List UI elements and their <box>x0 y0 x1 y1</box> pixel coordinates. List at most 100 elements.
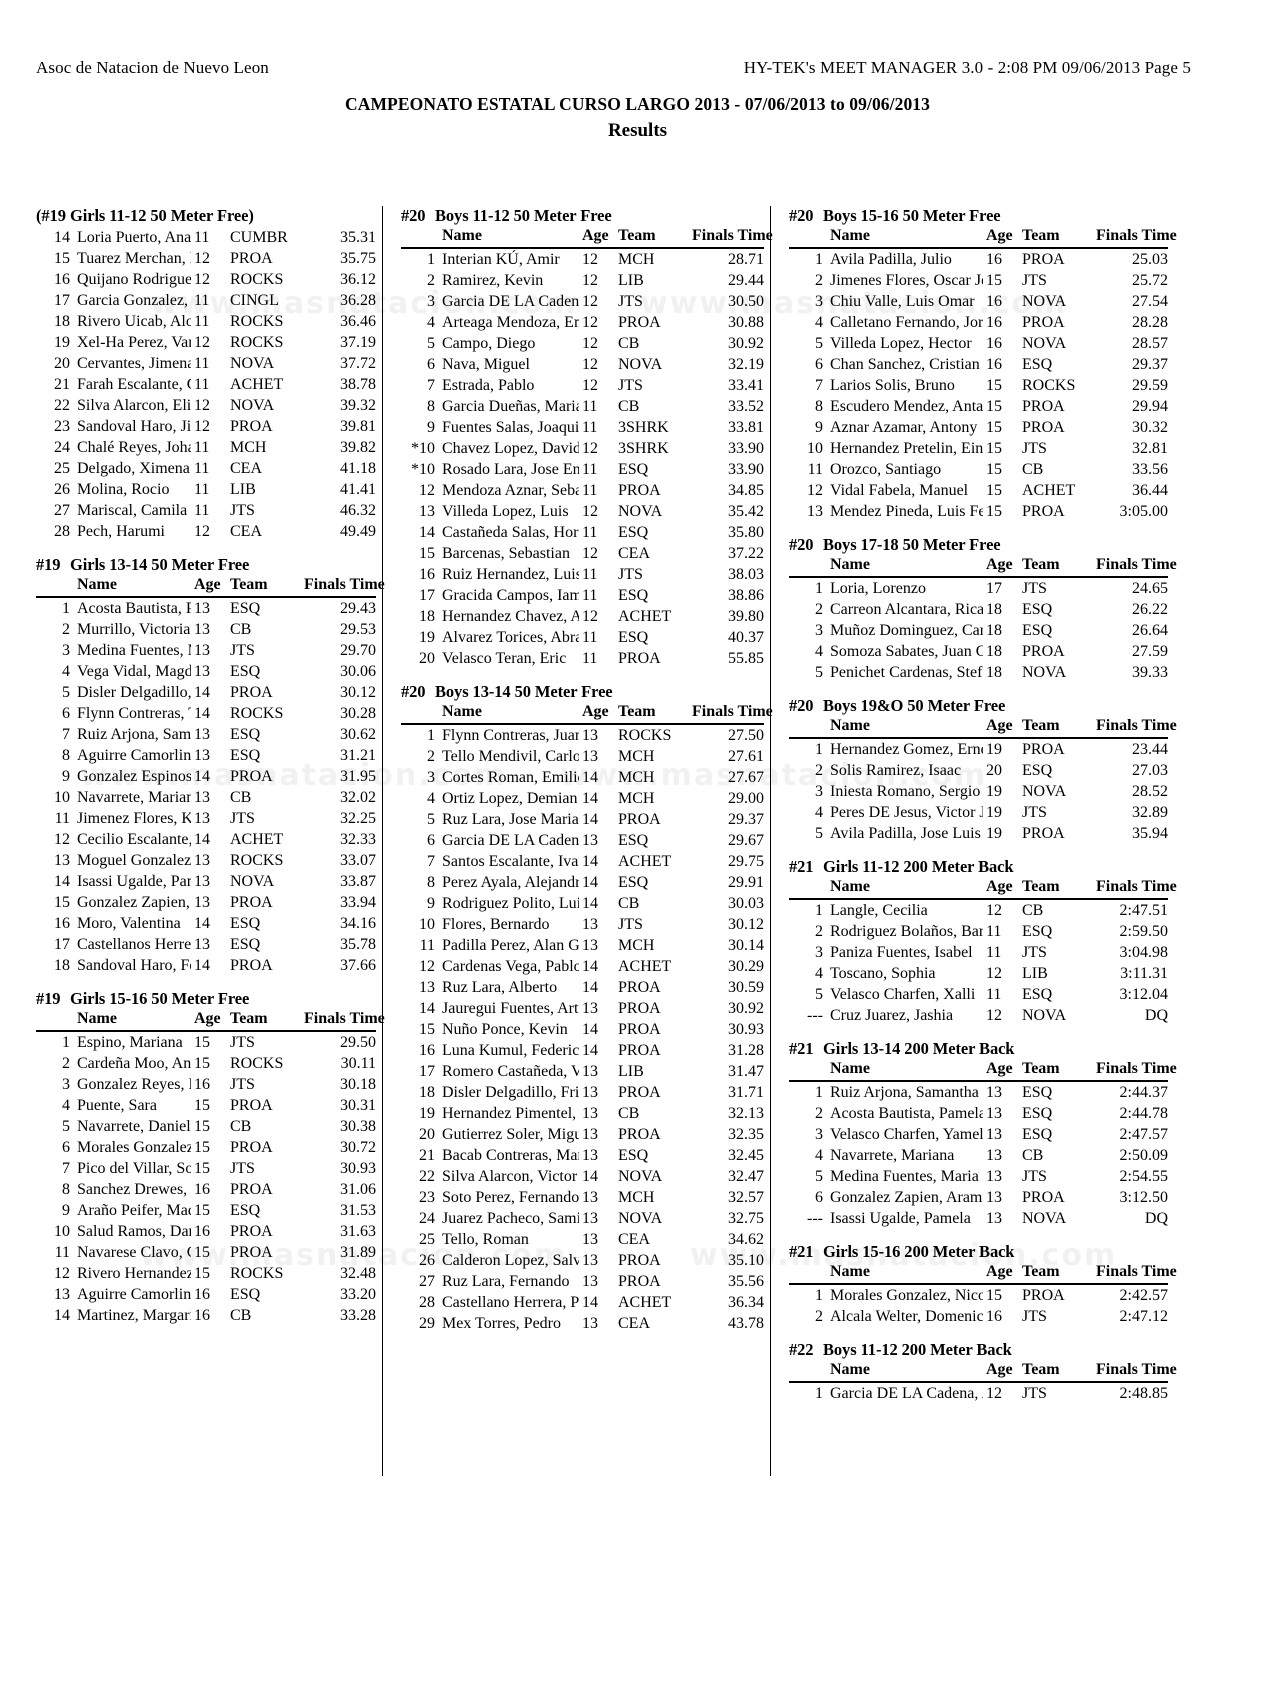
cell-time: 2:47.51 <box>1119 901 1168 919</box>
cell-place: 29 <box>419 1314 435 1332</box>
cell-team: PROA <box>230 417 273 435</box>
cell-time: 30.32 <box>1132 418 1168 436</box>
table-header-row: Name Age Team Finals Time <box>36 576 385 598</box>
table-row: 11 Padilla Perez, Alan Gerar13 MCH 30.14 <box>401 935 764 956</box>
cell-time: 46.32 <box>340 501 376 519</box>
column-header-place <box>789 878 830 900</box>
cell-age: 12 <box>194 396 210 414</box>
cell-age: 16 <box>986 334 1002 352</box>
table-row: 12 Cardenas Vega, Pablo 14 ACHET 30.29 <box>401 956 764 977</box>
cell-name: Martinez, Margarita <box>77 1306 191 1324</box>
results-table: Name Age Team Finals Time 1 Espino, Mariana 15… <box>36 1010 385 1326</box>
cell-team: MCH <box>230 438 267 456</box>
cell-place: 4 <box>815 1146 823 1164</box>
cell-age: 13 <box>194 641 210 659</box>
cell-place: 4 <box>815 803 823 821</box>
cell-team: PROA <box>1022 824 1065 842</box>
cell-team: ROCKS <box>1022 376 1076 394</box>
cell-age: 13 <box>582 1314 598 1332</box>
results-table: Name Age Team Finals Time 1 Interian KÚ, Amir… <box>401 227 773 669</box>
cell-team: JTS <box>1022 439 1047 457</box>
column-header-time: Finals Time <box>1096 1263 1177 1285</box>
cell-age: 13 <box>986 1083 1002 1101</box>
table-row: 6 Flynn Contreras, Tamara14 ROCKS 30.28 <box>36 703 376 724</box>
cell-team: ESQ <box>618 628 649 646</box>
cell-time: 29.53 <box>340 620 376 638</box>
cell-age: 14 <box>582 894 598 912</box>
event-name: Girls 11-12 50 Meter Free) <box>70 206 254 225</box>
cell-place: 12 <box>807 481 823 499</box>
cell-name: Pico del Villar, Sofia <box>77 1159 191 1177</box>
results-table: Name Age Team Finals Time 1 Avila Padilla, Ju… <box>789 227 1177 522</box>
cell-name: Rodriguez Polito, Luis <box>442 894 579 912</box>
cell-place: 2 <box>815 1104 823 1122</box>
cell-team: ROCKS <box>230 1264 284 1282</box>
cell-name: Mendez Pineda, Luis Fern <box>830 502 983 520</box>
table-header-row: Name Age Team Finals Time <box>789 1060 1177 1082</box>
cell-age: 15 <box>194 1264 210 1282</box>
cell-time: 31.21 <box>340 746 376 764</box>
cell-time: 30.31 <box>340 1096 376 1114</box>
cell-place: 1 <box>815 1083 823 1101</box>
cell-name: Bacab Contreras, Marco <box>442 1146 579 1164</box>
cell-age: 13 <box>194 746 210 764</box>
cell-name: Hernandez Pimentel, Seth <box>442 1104 579 1122</box>
table-row: 25 Delgado, Ximena 11 CEA 41.18 <box>36 458 376 479</box>
cell-age: 11 <box>582 628 598 646</box>
column-header-team: Team <box>618 227 692 249</box>
results-column-2: #20 Boys 11-12 50 Meter Free Name Age Team Fi… <box>382 206 773 1476</box>
table-row: 3 Paniza Fuentes, Isabel 11 JTS 3:04.98 <box>789 942 1168 963</box>
cell-age: 11 <box>194 459 210 477</box>
cell-time: 30.03 <box>728 894 764 912</box>
cell-age: 16 <box>986 1307 1002 1325</box>
cell-name: Rosado Lara, Jose Enriqu <box>442 460 579 478</box>
cell-age: 12 <box>582 502 598 520</box>
cell-age: 11 <box>582 649 598 667</box>
cell-name: Carreon Alcantara, Ricard <box>830 600 983 618</box>
table-row: 23 Sandoval Haro, Jimena12 PROA 39.81 <box>36 416 376 437</box>
cell-name: Somoza Sabates, Juan Ca <box>830 642 983 660</box>
cell-age: 12 <box>194 522 210 540</box>
cell-team: LIB <box>230 480 256 498</box>
cell-time: 30.18 <box>340 1075 376 1093</box>
table-row: 1 Avila Padilla, Julio 16 PROA 25.03 <box>789 248 1168 270</box>
cell-name: Ruiz Arjona, Samantha J <box>830 1083 983 1101</box>
cell-team: PROA <box>1022 313 1065 331</box>
cell-name: Cortes Roman, Emilio <box>442 768 579 786</box>
cell-name: Hernandez Pretelin, Einar <box>830 439 983 457</box>
cell-age: 16 <box>986 313 1002 331</box>
cell-time: 31.95 <box>340 767 376 785</box>
table-row: 2 Ramirez, Kevin 12 LIB 29.44 <box>401 270 764 291</box>
cell-team: CB <box>618 894 640 912</box>
cell-age: 15 <box>986 481 1002 499</box>
cell-name: Acosta Bautista, Pamela <box>77 599 191 617</box>
column-header-team: Team <box>1022 556 1096 578</box>
column-header-time: Finals Time <box>1096 227 1177 249</box>
cell-time: 31.71 <box>728 1083 764 1101</box>
cell-time: 33.94 <box>340 893 376 911</box>
cell-time: 33.81 <box>728 418 764 436</box>
cell-time: 38.03 <box>728 565 764 583</box>
cell-name: Isassi Ugalde, Pamela <box>830 1209 971 1227</box>
cell-age: 12 <box>194 249 210 267</box>
cell-age: 14 <box>582 873 598 891</box>
table-header-row: Name Age Team Finals Time <box>401 227 773 249</box>
cell-time: 29.59 <box>1132 376 1168 394</box>
cell-team: JTS <box>230 1033 255 1051</box>
cell-name: Alcala Welter, Domenica <box>830 1307 983 1325</box>
cell-time: 29.50 <box>340 1033 376 1051</box>
cell-place: 21 <box>54 375 70 393</box>
results-table: Name Age Team Finals Time 1 Flynn Contreras, … <box>401 703 773 1334</box>
cell-time: 29.70 <box>340 641 376 659</box>
cell-age: 14 <box>582 789 598 807</box>
table-row: 4 Calletano Fernando, Jorge 16 PROA 28.28 <box>789 312 1168 333</box>
table-row: 4 Toscano, Sophia 12 LIB 3:11.31 <box>789 963 1168 984</box>
cell-team: JTS <box>230 809 255 827</box>
cell-name: Ruz Lara, Jose Maria <box>442 810 579 828</box>
cell-place: 12 <box>54 830 70 848</box>
cell-name: Cardenas Vega, Pablo <box>442 957 579 975</box>
page-header: Asoc de Natacion de Nuevo Leon HY-TEK's … <box>0 58 1275 88</box>
cell-time: 34.85 <box>728 481 764 499</box>
cell-time: 32.25 <box>340 809 376 827</box>
